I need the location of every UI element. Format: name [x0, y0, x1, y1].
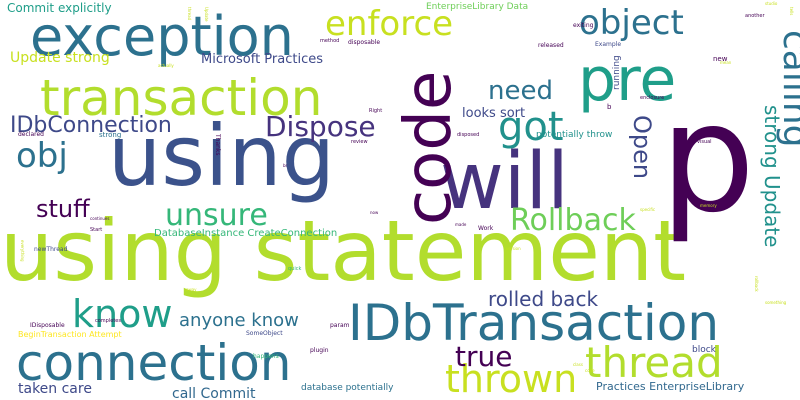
word-calling-14: calling [775, 30, 800, 148]
word-right-60: Right [369, 108, 382, 114]
word-everything-85: everything [20, 240, 25, 262]
word-thread-86: thread [187, 7, 192, 21]
word-anyone-know-28: anyone know [179, 310, 299, 331]
word-commit-explicitly-29: Commit explicitly [7, 1, 112, 15]
word-using-2: using [108, 107, 335, 205]
word-will-3: will [440, 137, 569, 227]
word-idbtransaction-9: IDbTransaction [348, 294, 719, 352]
word-thread-11: thread [585, 338, 723, 387]
word-quick-68: quick [288, 266, 301, 272]
word-class-84: class [573, 362, 583, 367]
word-plugin-44: plugin [310, 347, 329, 354]
word-rollback-83: rollback [754, 276, 759, 292]
word-transaction-8: transaction [40, 69, 322, 127]
word-object-13: object [579, 3, 684, 43]
word-disposed-53: disposed [457, 132, 479, 138]
word-enclosure-63: enclosure [640, 95, 664, 101]
word-exiting-56: exiting [573, 22, 594, 29]
word-start-66: Start [90, 227, 102, 233]
word-block-41: block [692, 345, 717, 355]
word-work-65: Work [478, 225, 494, 232]
word-practices-enterpriselibrary-35: Practices EnterpriseLibrary [596, 380, 745, 393]
word-happens-46: happens [253, 353, 279, 360]
word-param-43: param [330, 322, 350, 329]
word-unsure-19: unsure [165, 198, 268, 233]
word-studio-79: studio [765, 1, 778, 6]
word-version-75: version [506, 246, 521, 251]
word-exception-7: exception [30, 5, 294, 68]
word-made-64: made [455, 222, 467, 227]
word-thrown-10: thrown [445, 357, 577, 400]
word-b-70: b [607, 103, 612, 111]
word-newthread-49: newThread [34, 246, 68, 253]
word-released-54: released [538, 42, 564, 49]
word-br-71: br [283, 163, 288, 168]
word-call-commit-34: call Commit [172, 386, 256, 400]
word-looks-sort-32: looks sort [462, 106, 525, 121]
word-actually-77: actually [158, 63, 174, 68]
word-microsoft-practices-31: Microsoft Practices [201, 52, 323, 67]
word-idisposable-47: IDisposable [30, 322, 65, 329]
word-potentially-throw-38: potentially throw [536, 130, 612, 140]
word-idbconnection-22: IDbConnection [10, 113, 172, 138]
word-got-16: got [498, 104, 564, 150]
word-obj-18: obj [16, 136, 68, 176]
word-update-87: Update [204, 7, 209, 22]
word-declared-51: declared [18, 131, 44, 138]
word-another-57: another [745, 13, 765, 19]
word-method-58: method [320, 38, 339, 44]
word-review-61: review [351, 139, 368, 145]
word-database-potentially-39: database potentially [301, 383, 394, 393]
word-true-24: true [455, 340, 512, 373]
word-code-5: code [392, 71, 466, 225]
word-tells-80: tells [789, 7, 794, 15]
word-disposable-59: disposable [348, 39, 380, 46]
word-memory-78: memory [700, 203, 717, 208]
word-need-17: need [488, 76, 553, 106]
word-open-25: Open [628, 115, 656, 179]
word-pre-6: pre [578, 45, 676, 115]
word-away-73: away [186, 287, 197, 292]
word-thanks-52: Thanks [214, 133, 221, 156]
word-someobject-45: SomeObject [246, 330, 283, 337]
word-something-74: something [765, 300, 787, 305]
word-connection-1: connection [16, 334, 292, 392]
word-visual-62: visual [697, 139, 712, 145]
word-stuff-23: stuff [36, 195, 90, 223]
word-example-55: Example [595, 41, 621, 48]
word-new-69: new [713, 55, 728, 63]
word-begintransaction-attempt-40: BeginTransaction Attempt [18, 330, 122, 339]
word-rolled-back-27: rolled back [488, 287, 598, 311]
word-completes-48: completes [95, 318, 121, 324]
word-dispose-21: Dispose [265, 110, 376, 143]
word-strong-50: strong [99, 131, 121, 139]
word-code-82: code [585, 368, 595, 373]
word-taken-care-33: taken care [18, 381, 92, 397]
word-update-strong-30: Update strong [10, 50, 110, 66]
word-using-statement-0: using statement [0, 202, 686, 300]
word-now-72: now [370, 210, 379, 215]
word-know-15: know [72, 292, 172, 336]
word-running-42: running [612, 55, 622, 90]
word-enterpriselibrary-data-36: EnterpriseLibrary Data [426, 2, 528, 12]
word-specific-76: specific [640, 207, 655, 212]
word-rollback-20: Rollback [510, 203, 636, 238]
word-continues-67: continues [90, 216, 109, 221]
word-enforce-12: enforce [325, 4, 453, 44]
word-p-4: p [660, 72, 755, 246]
word-databaseinstance-createconnection-37: DatabaseInstance CreateConnection [154, 228, 337, 239]
word-strong-update-26: strong Update [760, 105, 784, 247]
word-mean-81: mean [720, 60, 732, 65]
